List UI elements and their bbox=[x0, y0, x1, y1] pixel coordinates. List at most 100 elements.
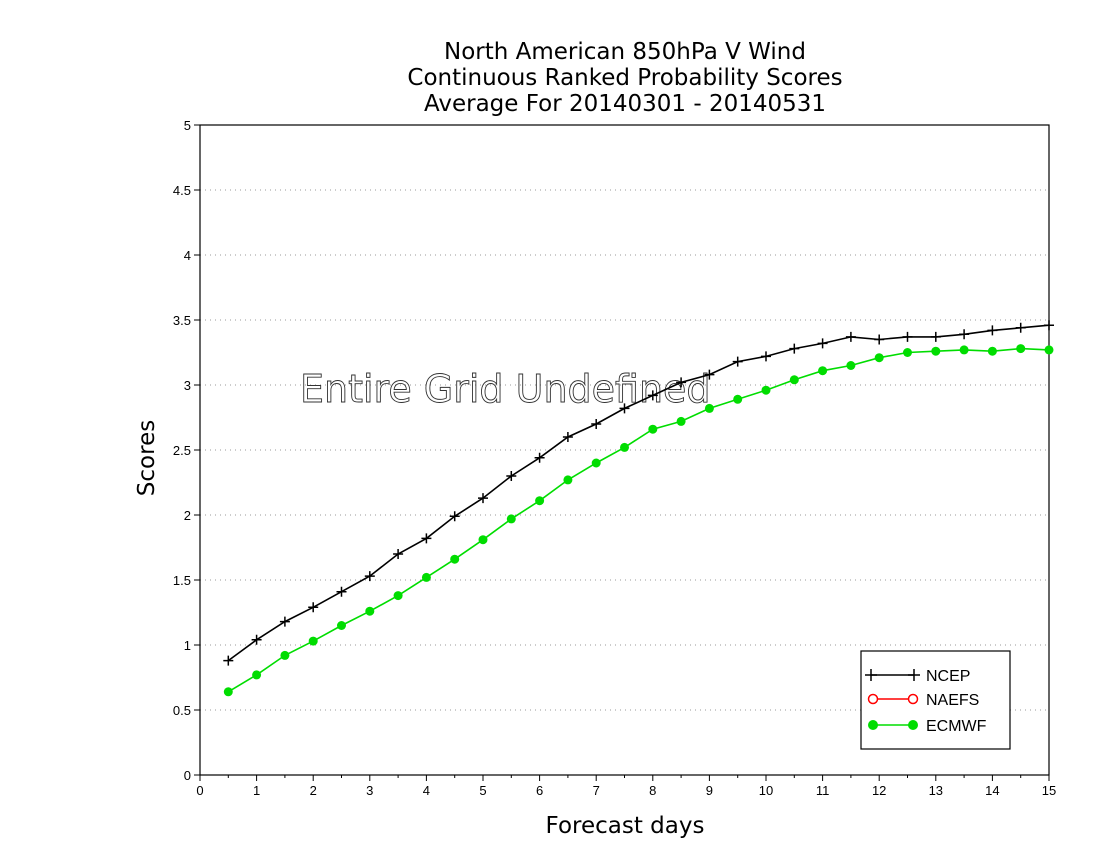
data-point-ncep bbox=[930, 331, 941, 342]
data-point-ecmwf bbox=[987, 346, 997, 356]
y-tick-label: 4.5 bbox=[173, 183, 191, 198]
series-ecmwf bbox=[223, 344, 1054, 697]
data-point-ncep bbox=[1044, 320, 1054, 331]
series-layer bbox=[223, 320, 1054, 697]
x-tick-label: 10 bbox=[759, 783, 773, 798]
data-point-ecmwf bbox=[365, 606, 375, 616]
data-point-ecmwf bbox=[789, 375, 799, 385]
data-point-ecmwf bbox=[535, 496, 545, 506]
data-point-ncep bbox=[393, 549, 404, 559]
x-tick-label: 14 bbox=[985, 783, 999, 798]
data-point-ncep bbox=[591, 419, 602, 429]
y-axis: 0 0.5 1 1.5 2 2.5 3 3.5 4 4.5 5 bbox=[173, 118, 200, 783]
legend-open-circle-marker bbox=[867, 693, 879, 705]
legend-filled-circle-marker bbox=[908, 720, 918, 730]
data-point-ecmwf bbox=[563, 475, 573, 485]
data-point-ecmwf bbox=[1044, 345, 1054, 355]
y-axis-label: Scores bbox=[134, 420, 160, 496]
data-point-ecmwf bbox=[252, 670, 262, 680]
chart-title: North American 850hPa V Wind Continuous … bbox=[407, 39, 842, 117]
data-point-ecmwf bbox=[846, 361, 856, 370]
x-tick-label: 9 bbox=[706, 783, 713, 798]
data-point-ecmwf bbox=[676, 416, 686, 426]
x-tick-label: 11 bbox=[816, 783, 830, 798]
data-point-ncep bbox=[817, 338, 828, 349]
data-point-ecmwf bbox=[1016, 344, 1026, 354]
x-tick-label: 8 bbox=[649, 783, 656, 798]
x-tick-label: 12 bbox=[872, 783, 886, 798]
legend-label-naefs: NAEFS bbox=[926, 692, 979, 709]
x-tick-label: 5 bbox=[479, 783, 486, 798]
data-point-ncep bbox=[647, 390, 658, 401]
data-point-ecmwf bbox=[903, 348, 912, 357]
x-tick-label: 3 bbox=[366, 783, 373, 798]
data-point-ecmwf bbox=[280, 650, 290, 660]
data-point-ecmwf bbox=[591, 458, 601, 468]
data-point-ncep bbox=[562, 432, 573, 442]
undefined-grid-annotation: Entire Grid Undefined bbox=[300, 367, 711, 411]
data-point-ecmwf bbox=[450, 554, 460, 564]
data-point-ecmwf bbox=[733, 394, 743, 404]
y-tick-label: 1 bbox=[184, 638, 191, 653]
data-point-ecmwf bbox=[393, 591, 403, 601]
legend-plus-marker bbox=[865, 669, 920, 681]
data-point-ncep bbox=[421, 533, 432, 544]
y-tick-label: 1.5 bbox=[173, 573, 191, 588]
x-tick-label: 4 bbox=[423, 783, 430, 798]
data-point-ncep bbox=[704, 369, 715, 380]
series-line-ecmwf bbox=[227, 347, 1050, 693]
data-point-ncep bbox=[761, 351, 771, 362]
data-point-ecmwf bbox=[761, 385, 771, 395]
data-point-ncep bbox=[506, 471, 517, 481]
x-tick-label: 7 bbox=[593, 783, 600, 798]
x-tick-label: 13 bbox=[929, 783, 943, 798]
legend-label-ncep: NCEP bbox=[926, 668, 970, 685]
data-point-ecmwf bbox=[620, 442, 629, 452]
data-point-ecmwf bbox=[308, 636, 318, 646]
data-point-ncep bbox=[279, 616, 290, 627]
x-tick-label: 1 bbox=[253, 783, 260, 798]
plot-frame bbox=[199, 124, 1050, 776]
data-point-ecmwf bbox=[874, 353, 884, 363]
data-point-ncep bbox=[845, 331, 856, 342]
data-point-ncep bbox=[732, 356, 743, 367]
data-point-ncep bbox=[364, 571, 375, 582]
data-point-ncep bbox=[959, 329, 970, 340]
legend-open-circle-marker bbox=[907, 693, 919, 705]
data-point-ecmwf bbox=[648, 424, 658, 434]
legend: NCEP NAEFS ECMWF bbox=[860, 650, 1011, 750]
x-tick-label: 6 bbox=[536, 783, 543, 798]
x-tick-label: 15 bbox=[1042, 783, 1056, 798]
y-tick-label: 0 bbox=[184, 768, 191, 783]
x-tick-label: 0 bbox=[196, 783, 203, 798]
y-tick-label: 5 bbox=[184, 118, 191, 133]
data-point-ecmwf bbox=[223, 687, 233, 697]
data-point-ecmwf bbox=[818, 366, 828, 376]
y-tick-label: 4 bbox=[184, 248, 191, 263]
title-line-1: North American 850hPa V Wind bbox=[444, 39, 806, 65]
legend-filled-circle-marker bbox=[868, 720, 878, 730]
y-tick-label: 3.5 bbox=[173, 313, 191, 328]
data-point-ncep bbox=[676, 377, 687, 388]
data-point-ncep bbox=[874, 334, 885, 345]
data-point-ncep bbox=[619, 403, 630, 414]
x-tick-label: 2 bbox=[310, 783, 317, 798]
data-point-ecmwf bbox=[478, 535, 488, 545]
data-point-ncep bbox=[1015, 322, 1026, 333]
x-axis-label: Forecast days bbox=[546, 813, 705, 839]
data-point-ecmwf bbox=[704, 403, 714, 413]
data-point-ncep bbox=[478, 493, 488, 504]
data-point-ncep bbox=[251, 634, 262, 645]
legend-label-ecmwf: ECMWF bbox=[926, 718, 987, 735]
y-tick-label: 0.5 bbox=[173, 703, 191, 718]
y-tick-label: 2.5 bbox=[173, 443, 191, 458]
data-point-ecmwf bbox=[931, 346, 941, 356]
x-axis: 0 1 2 3 4 5 6 7 8 9 10 11 12 13 14 15 bbox=[196, 775, 1056, 798]
data-point-ncep bbox=[336, 586, 347, 597]
data-point-ncep bbox=[223, 655, 234, 666]
legend-box bbox=[860, 650, 1011, 750]
title-line-2: Continuous Ranked Probability Scores bbox=[407, 65, 842, 91]
y-tick-label: 2 bbox=[184, 508, 191, 523]
title-line-3: Average For 20140301 - 20140531 bbox=[424, 91, 826, 117]
